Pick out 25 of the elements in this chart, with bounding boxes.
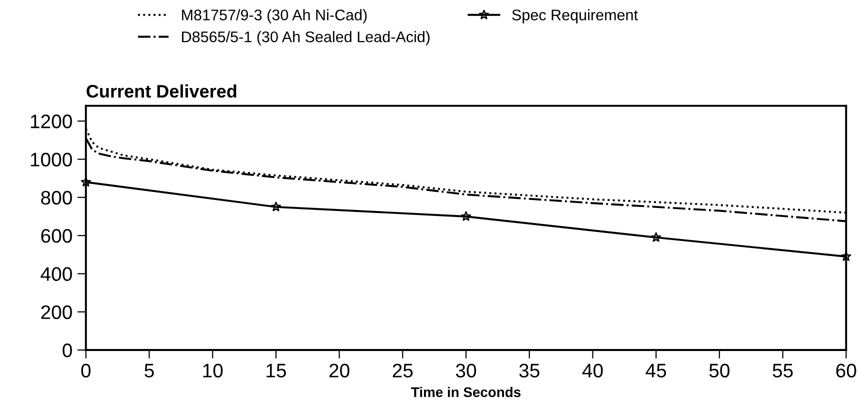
x-tick-label: 60 — [836, 364, 856, 378]
x-tick-label: 25 — [392, 364, 413, 378]
y-tick-label: 200 — [41, 305, 72, 320]
x-tick-label: 40 — [582, 364, 603, 378]
y-tick-label: 0 — [62, 343, 72, 358]
legend-label: Spec Requirement — [512, 9, 638, 24]
legend-label: M81757/9-3 (30 Ah Ni-Cad) — [182, 9, 367, 24]
x-axis-title: Time in Seconds — [411, 386, 521, 398]
legend-label: D8565/5-1 (30 Ah Sealed Lead-Acid) — [182, 31, 430, 46]
x-tick-label: 10 — [203, 364, 223, 378]
x-tick-label: 30 — [456, 364, 476, 378]
x-tick-label: 20 — [329, 364, 350, 378]
x-tick-label: 55 — [772, 364, 793, 378]
x-tick-label: 15 — [266, 364, 286, 378]
x-tick-label: 0 — [81, 364, 91, 378]
x-tick-label: 5 — [144, 364, 154, 378]
y-tick-label: 600 — [41, 229, 72, 243]
y-tick-label: 1200 — [30, 114, 72, 128]
chart-title: Current Delivered — [86, 84, 236, 98]
x-tick-label: 50 — [709, 364, 730, 378]
y-tick-label: 800 — [41, 190, 72, 205]
x-tick-label: 45 — [646, 364, 666, 378]
y-tick-label: 400 — [40, 267, 72, 281]
x-tick-label: 35 — [519, 364, 540, 378]
y-tick-label: 1000 — [30, 152, 72, 166]
